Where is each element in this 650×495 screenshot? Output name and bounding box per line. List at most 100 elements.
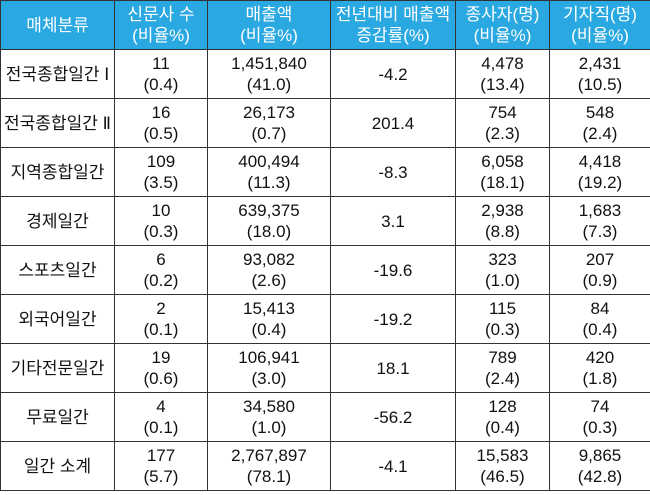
cell-line: 2,767,897 (231, 446, 307, 465)
table-row: 경제일간 10 (0.3) 639,375 (18.0) 3.1 2,938 (8.8) 1,6… (0, 196, 650, 246)
table-row: 외국어일간 2 (0.1) 15,413 (0.4) -19.2 115 (0.3) 84 (0.… (0, 294, 650, 344)
data-cell: 128 (0.4) (455, 392, 550, 442)
cell-line: (3.0) (251, 369, 287, 388)
table-row: 지역종합일간 109 (3.5) 400,494 (11.3) -8.3 6,058 (18.… (0, 147, 650, 197)
header-cell: 신문사 수 (비율%) (114, 0, 208, 50)
cell-line: (0.1) (143, 418, 179, 437)
data-cell: 201.4 (330, 98, 456, 148)
cell-line: (3.5) (143, 173, 179, 192)
cell-line: (0.6) (143, 369, 179, 388)
cell-line: (비율%) (473, 26, 532, 45)
cell-line: 증감률(%) (356, 26, 430, 45)
data-cell: 6,058 (18.1) (455, 147, 550, 197)
cell-line: (2.6) (251, 271, 287, 290)
cell-line: 18.1 (376, 358, 410, 378)
cell-line: (41.0) (246, 75, 292, 94)
cell-line: 34,580 (243, 397, 295, 416)
cell-line: (42.8) (577, 467, 623, 486)
cell-line: -19.2 (373, 309, 413, 329)
data-cell: 11 (0.4) (114, 49, 208, 99)
cell-line: 2,431 (578, 54, 622, 73)
cell-line: 기자직(명) (563, 5, 637, 24)
cell-line: 201.4 (371, 113, 415, 133)
cell-line: 1,451,840 (231, 54, 307, 73)
cell-line: 74 (590, 397, 610, 416)
cell-line: 16 (151, 103, 171, 122)
cell-line: 무료일간 (26, 407, 89, 427)
cell-line: 11 (152, 54, 170, 73)
row-label: 경제일간 (0, 196, 115, 246)
cell-line: 2 (156, 299, 166, 318)
data-cell: 93,082 (2.6) (207, 245, 331, 295)
data-cell: 2 (0.1) (114, 294, 208, 344)
cell-line: 1,683 (578, 201, 622, 220)
data-cell: 115 (0.3) (455, 294, 550, 344)
data-cell: 4,478 (13.4) (455, 49, 550, 99)
cell-line: 109 (146, 152, 176, 171)
data-cell: -4.2 (330, 49, 456, 99)
cell-line: 548 (585, 103, 615, 122)
data-cell: -4.1 (330, 441, 456, 491)
cell-line: (1.0) (251, 418, 287, 437)
cell-line: (비율%) (571, 26, 629, 45)
cell-line: (11.3) (247, 173, 291, 192)
cell-line: (0.4) (251, 320, 287, 339)
data-cell: 400,494 (11.3) (207, 147, 331, 197)
cell-line: (0.1) (143, 320, 179, 339)
cell-line: 일간 소계 (23, 456, 92, 476)
data-cell: 84 (0.4) (549, 294, 650, 344)
row-label: 스포츠일간 (0, 245, 115, 295)
header-cell: 매출액 (비율%) (207, 0, 331, 50)
cell-line: 6,058 (481, 152, 524, 171)
cell-line: -8.3 (378, 162, 408, 182)
header-cell: 종사자(명) (비율%) (455, 0, 550, 50)
data-cell: 4 (0.1) (114, 392, 208, 442)
cell-line: (18.1) (480, 173, 525, 192)
data-cell: 420 (1.8) (549, 343, 650, 393)
row-label: 기타전문일간 (0, 343, 115, 393)
cell-line: (1.0) (485, 271, 520, 290)
table-row: 일간 소계 177 (5.7) 2,767,897 (78.1) -4.1 15,583 (4… (0, 441, 650, 491)
row-label: 지역종합일간 (0, 147, 115, 197)
data-cell: 1,683 (7.3) (549, 196, 650, 246)
cell-line: 400,494 (238, 152, 300, 171)
cell-line: (0.3) (143, 222, 179, 241)
header-row: 매체분류 신문사 수 (비율%) 매출액 (비율%) 전년대비 매출액 증감률(%) 종사자(… (0, 0, 650, 50)
table-row: 스포츠일간 6 (0.2) 93,082 (2.6) -19.6 323 (1.0) 207 (0… (0, 245, 650, 295)
cell-line: 84 (590, 299, 610, 318)
data-cell: 74 (0.3) (549, 392, 650, 442)
cell-line: (1.8) (582, 369, 618, 388)
cell-line: (46.5) (480, 467, 525, 486)
cell-line: (0.7) (251, 124, 287, 143)
table-row: 기타전문일간 19 (0.6) 106,941 (3.0) 18.1 789 (2.4) 420… (0, 343, 650, 393)
data-cell: -8.3 (330, 147, 456, 197)
cell-line: (비율%) (132, 26, 190, 45)
data-cell: 15,413 (0.4) (207, 294, 331, 344)
cell-line: 지역종합일간 (10, 162, 105, 182)
cell-line: 19 (151, 348, 171, 367)
cell-line: (0.4) (582, 320, 618, 339)
cell-line: (0.9) (582, 271, 618, 290)
cell-line: (7.3) (582, 222, 618, 241)
cell-line: 15,583 (476, 446, 529, 465)
table-body: 전국종합일간 Ⅰ 11 (0.4) 1,451,840 (41.0) -4.2 4,478 (… (0, 49, 650, 491)
data-cell: -19.2 (330, 294, 456, 344)
data-cell: 207 (0.9) (549, 245, 650, 295)
cell-line: 외국어일간 (18, 309, 97, 329)
cell-line: 전국종합일간 Ⅱ (4, 113, 111, 133)
data-cell: 9,865 (42.8) (549, 441, 650, 491)
cell-line: (8.8) (485, 222, 520, 241)
data-cell: 754 (2.3) (455, 98, 550, 148)
cell-line: 경제일간 (26, 211, 89, 231)
data-cell: 109 (3.5) (114, 147, 208, 197)
cell-line: 2,938 (481, 201, 524, 220)
row-label: 전국종합일간 Ⅱ (0, 98, 115, 148)
cell-line: 10 (151, 201, 171, 220)
data-cell: 3.1 (330, 196, 456, 246)
cell-line: 매출액 (245, 5, 293, 24)
cell-line: 전국종합일간 Ⅰ (5, 64, 110, 84)
row-label: 일간 소계 (0, 441, 115, 491)
data-cell: 177 (5.7) (114, 441, 208, 491)
data-cell: 323 (1.0) (455, 245, 550, 295)
row-label: 전국종합일간 Ⅰ (0, 49, 115, 99)
